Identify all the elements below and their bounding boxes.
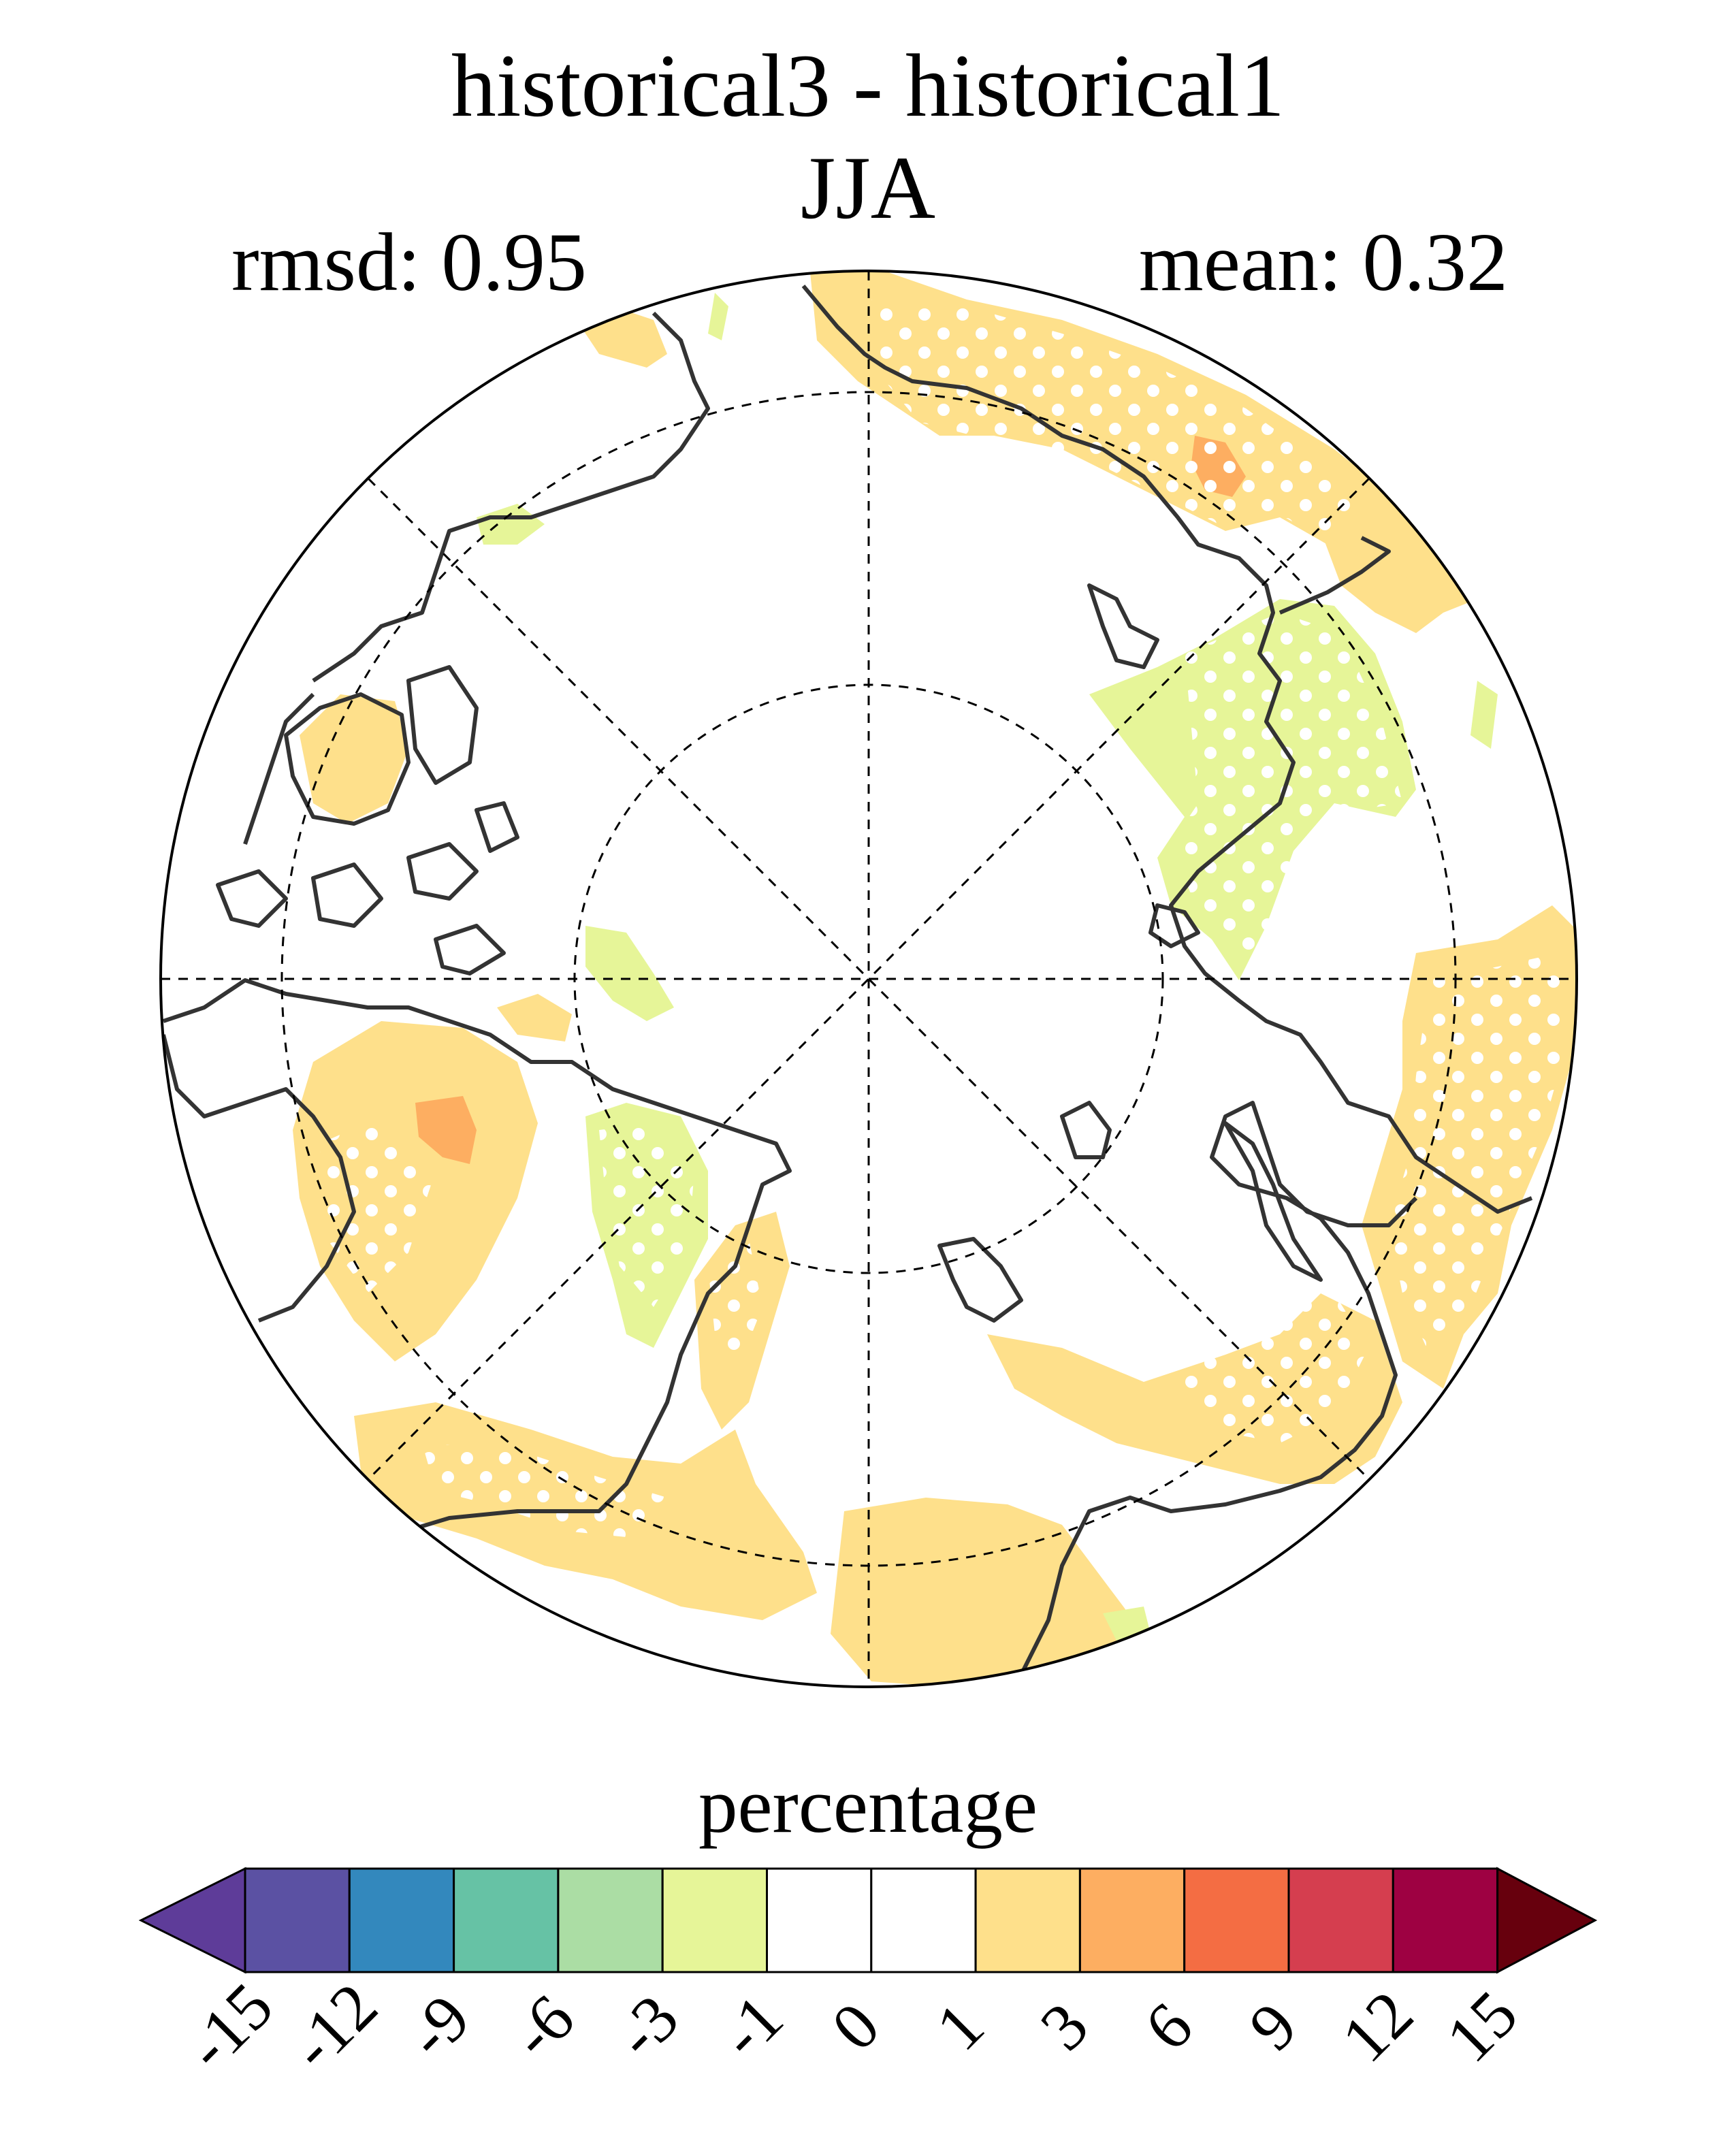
colorbar-tick-label: -12: [276, 1969, 391, 2084]
coast-iceland: [1148, 903, 1200, 948]
colorbar-tick-label: 3: [1027, 1989, 1102, 2065]
iberia-region: [1470, 681, 1498, 749]
significance-stippling: [320, 300, 1566, 1538]
coast-greenland-west: [284, 692, 411, 826]
colorbar-box: [870, 1867, 977, 1973]
coast-east-asia: [312, 311, 710, 683]
alaska-region: [831, 1498, 1144, 1687]
colorbar-box: [661, 1867, 769, 1973]
colorbar-tick-label: 12: [1328, 1978, 1428, 2077]
colorbar-extend-high: [1496, 1867, 1598, 1974]
colorbar-box: [557, 1867, 664, 1973]
anomaly-fields: [161, 271, 1577, 1687]
colorbar-tick-label: -15: [172, 1969, 287, 2084]
colorbar-box: [348, 1867, 455, 1973]
coast-eurasia-east: [801, 285, 1533, 1214]
colorbar-tick-labels: -15-12 -9 -6 -3 -1 0 1 3 6 9 12 15: [172, 1969, 1532, 2084]
colorbar-tick-label: -1: [706, 1981, 797, 2072]
colorbar-box: [766, 1867, 873, 1973]
colorbar-tick-label: -3: [602, 1981, 693, 2072]
colorbar-box: [244, 1867, 351, 1973]
coast-canada-archipelago: [216, 801, 519, 975]
central-asia-peak: [415, 1096, 477, 1164]
mean-label: mean: 0.32: [1138, 216, 1508, 308]
map-border: [159, 270, 1578, 1688]
greenland-sea-region: [497, 994, 572, 1042]
north-pacific-region: [708, 293, 728, 340]
colorbar-tick-label: -6: [497, 1981, 588, 2072]
graticule: [161, 271, 1577, 1687]
coast-greenland: [406, 665, 479, 785]
colorbar-box: [974, 1867, 1081, 1973]
colorbar-box: [1287, 1867, 1394, 1973]
colorbar-box: [1183, 1867, 1290, 1973]
coastlines: [161, 285, 1533, 1676]
coast-russia-north: [163, 978, 792, 1540]
meridian-45: [367, 477, 1370, 1481]
coast-alaska: [937, 1101, 1112, 1323]
coast-hudson-bay: [1223, 1121, 1323, 1282]
west-europe-region: [1321, 531, 1443, 633]
colorbar-tick-label: 0: [818, 1989, 894, 2065]
greenland-region: [585, 926, 674, 1021]
colorbar-tick-label: 1: [922, 1989, 998, 2065]
polar-map: [159, 270, 1578, 1688]
coast-north-america: [1019, 1101, 1418, 1676]
rmsd-label: rmsd: 0.95: [231, 216, 587, 308]
meridian-135: [367, 477, 1370, 1481]
colorbar-tick-label: 9: [1236, 1989, 1311, 2065]
colorbar-boxes: [138, 1867, 1598, 1974]
map-title: historical3 - historical1: [451, 35, 1285, 135]
colorbar-box: [1078, 1867, 1186, 1973]
coast-japan: [243, 692, 315, 845]
coast-asia-interior: [161, 1034, 356, 1323]
colorbar-box: [1392, 1867, 1499, 1973]
coast-scandinavia: [1279, 536, 1391, 615]
season-label: JJA: [800, 138, 936, 238]
scandinavia-region: [300, 694, 408, 824]
colorbar-extend-low: [138, 1867, 246, 1974]
west-pacific-region: [477, 504, 545, 545]
colorbar-label: percentage: [698, 1762, 1038, 1849]
colorbar-tick-label: 15: [1432, 1978, 1532, 2077]
colorbar-tick-label: -9: [393, 1981, 484, 2072]
colorbar-tick-label: 6: [1131, 1989, 1207, 2065]
strong-positive-regions: [415, 436, 1246, 1164]
coast-europe-west: [1087, 583, 1159, 669]
colorbar-box: [453, 1867, 560, 1973]
